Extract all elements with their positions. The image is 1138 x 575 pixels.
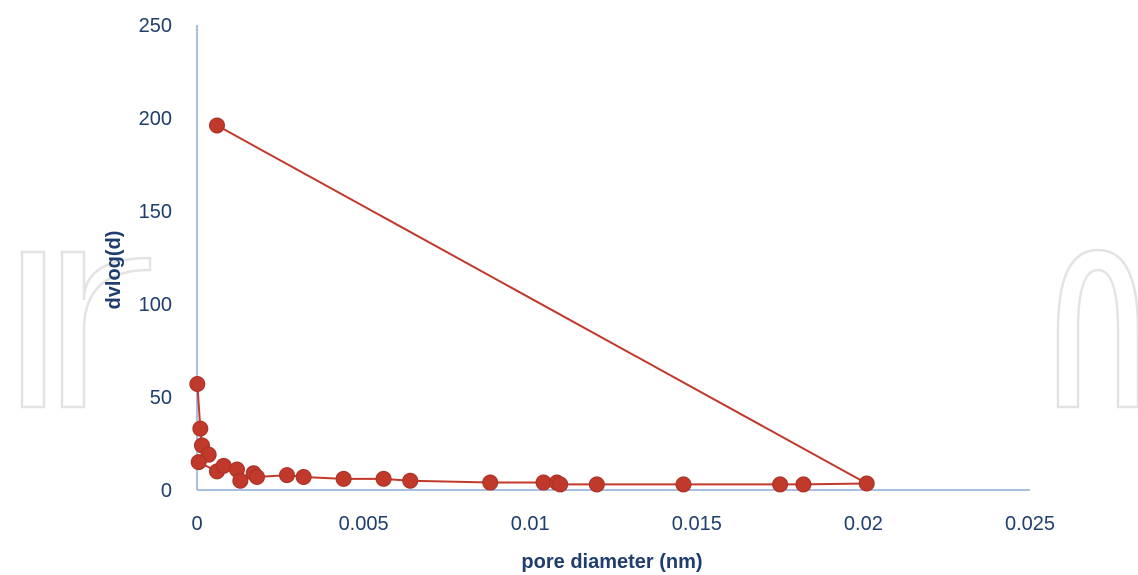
data-point xyxy=(552,476,569,493)
y-tick-label: 150 xyxy=(139,201,172,223)
data-point xyxy=(192,420,209,437)
y-tick-label: 0 xyxy=(161,480,172,502)
series-line-segment xyxy=(803,482,867,486)
series-points xyxy=(189,117,875,493)
watermark-bar xyxy=(20,250,46,409)
x-tick-label: 0 xyxy=(191,513,202,535)
data-point xyxy=(535,474,552,491)
data-point xyxy=(278,467,295,484)
x-tick-label: 0.005 xyxy=(339,513,389,535)
data-point xyxy=(208,117,225,134)
y-tick-label: 100 xyxy=(139,294,172,316)
x-tick-label: 0.02 xyxy=(844,513,883,535)
y-tick-label: 50 xyxy=(150,387,172,409)
watermark-arch-left xyxy=(60,250,152,409)
data-point xyxy=(772,476,789,493)
x-tick-label: 0.015 xyxy=(672,513,722,535)
watermark-arch-right xyxy=(1056,248,1138,409)
data-point xyxy=(588,476,605,493)
x-tick-label: 0.01 xyxy=(511,513,550,535)
data-point xyxy=(795,476,812,493)
data-point xyxy=(232,472,249,489)
x-axis-title: pore diameter (nm) xyxy=(521,551,702,573)
background-watermark xyxy=(20,248,1138,409)
data-point xyxy=(295,468,312,485)
data-point xyxy=(335,470,352,487)
data-point xyxy=(215,457,232,474)
axes xyxy=(196,25,1030,491)
data-point xyxy=(248,468,265,485)
x-tick-label: 0.025 xyxy=(1005,513,1055,535)
y-tick-label: 250 xyxy=(139,15,172,37)
x-tick-labels: 0 0.005 0.01 0.015 0.02 0.025 xyxy=(191,513,1055,535)
y-tick-labels: 0 50 100 150 200 250 xyxy=(139,15,172,502)
series-line-segment xyxy=(410,479,491,484)
series-lines xyxy=(196,124,868,486)
data-point xyxy=(402,472,419,489)
data-point xyxy=(190,454,207,471)
y-tick-label: 200 xyxy=(139,108,172,130)
data-point xyxy=(375,470,392,487)
y-axis-title: dvlog(d) xyxy=(103,231,125,310)
series-line-segment xyxy=(216,124,868,485)
data-point xyxy=(189,375,206,392)
data-point xyxy=(675,476,692,493)
data-point xyxy=(858,475,875,492)
data-point xyxy=(482,474,499,491)
